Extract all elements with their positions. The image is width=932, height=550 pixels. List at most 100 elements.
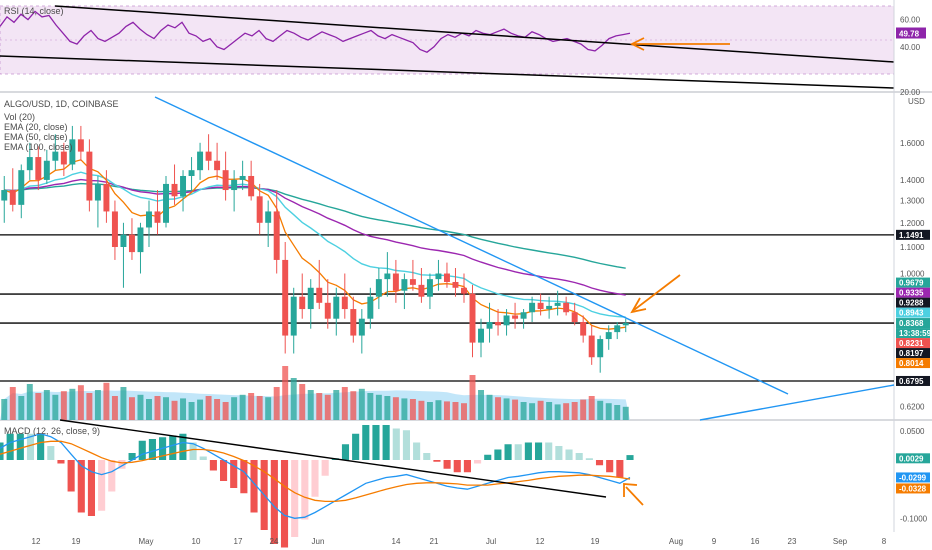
- volume-bar: [452, 402, 459, 420]
- candle: [358, 309, 365, 354]
- volume-bar: [316, 393, 323, 420]
- price-tag: 0.8231: [896, 338, 930, 349]
- candle: [461, 273, 467, 303]
- macd-hist-bar: [230, 460, 238, 488]
- price-tag: 0.9679: [896, 277, 930, 288]
- macd-hist-bar: [138, 440, 146, 460]
- macd-hist-bar: [423, 453, 431, 460]
- volume-bar: [520, 402, 527, 420]
- macd-hist-bar: [504, 444, 512, 460]
- volume-bar: [43, 390, 50, 420]
- volume-bar: [299, 384, 306, 420]
- candle: [163, 175, 169, 228]
- price-tag: 0.9288: [896, 297, 930, 308]
- macd-hist-bar: [250, 460, 258, 513]
- macd-hist-bar: [189, 442, 197, 460]
- macd-hist-bar: [16, 433, 24, 460]
- candle: [452, 267, 459, 297]
- price-panel[interactable]: ALGO/USD, 1D, COINBASE Vol (20)EMA (20, …: [0, 96, 895, 421]
- macd-trendline[interactable]: [59, 419, 607, 498]
- candle: [537, 293, 544, 316]
- rsi-value-tag: 49.78: [896, 27, 926, 39]
- svg-text:1.1491: 1.1491: [899, 231, 924, 240]
- rsi-panel[interactable]: RSI (14, close): [0, 5, 895, 89]
- volume-bar: [18, 396, 25, 420]
- candle: [120, 222, 127, 288]
- macd-hist-bar: [352, 433, 360, 460]
- candle: [350, 296, 357, 343]
- candle: [597, 335, 604, 373]
- volume-bar: [239, 394, 246, 420]
- volume-bar: [333, 390, 340, 420]
- volume-bar: [290, 378, 297, 420]
- legend-entry: EMA (100, close): [4, 142, 73, 152]
- macd-value-tag: -0.0299: [896, 472, 930, 483]
- candle: [43, 149, 50, 184]
- candle: [239, 160, 246, 191]
- time-tick-label: 19: [591, 537, 600, 546]
- ema-cyan-line: [4, 171, 626, 318]
- volume-bar: [418, 400, 425, 420]
- price-tag: 13:38:59: [896, 328, 932, 339]
- volume-bar: [588, 396, 595, 420]
- macd-value-tag: -0.0328: [896, 483, 930, 494]
- volume-bar: [9, 387, 16, 420]
- macd-hist-bar: [98, 460, 106, 511]
- volume-bar: [537, 400, 544, 420]
- candle: [146, 200, 152, 247]
- volume-bar: [69, 388, 76, 420]
- svg-text:0.8197: 0.8197: [899, 349, 924, 358]
- indicator-legend: Vol (20)EMA (20, close)EMA (50, close)EM…: [4, 112, 73, 152]
- macd-hist-bar: [311, 460, 319, 497]
- price-arrow: [630, 274, 681, 314]
- time-axis[interactable]: 12 19 May 10 17 24 Jun 14 21 Jul 12 19 Aug 9 16 23 Sep 8: [32, 537, 887, 546]
- macd-hist-bar: [6, 433, 14, 460]
- price-uptrend-line[interactable]: [699, 384, 895, 421]
- svg-text:0.8368: 0.8368: [899, 319, 924, 328]
- candle: [290, 287, 297, 354]
- volume-bar: [231, 397, 238, 420]
- macd-hist-bar: [270, 460, 278, 544]
- volume-bar: [529, 403, 536, 420]
- volume-bar: [248, 393, 255, 420]
- macd-line: [0, 433, 631, 519]
- time-tick-label: 12: [536, 537, 545, 546]
- candle: [137, 222, 144, 274]
- svg-text:0.8943: 0.8943: [899, 309, 924, 318]
- svg-text:0.9288: 0.9288: [899, 299, 924, 308]
- macd-hist-bar: [585, 458, 593, 460]
- macd-hist-bar: [453, 460, 461, 473]
- volume-bar: [461, 403, 467, 420]
- candle: [469, 284, 476, 358]
- volume-bar: [137, 394, 144, 420]
- volume-bar: [409, 399, 416, 420]
- candle: [197, 142, 204, 180]
- candle: [435, 259, 442, 291]
- candle: [529, 296, 536, 322]
- macd-hist-bar: [545, 442, 553, 460]
- price-tag: 0.8014: [896, 358, 930, 369]
- candle: [103, 170, 110, 223]
- volume-bar: [103, 382, 110, 420]
- price-downtrend-line[interactable]: [154, 96, 789, 395]
- macd-hist-bar: [128, 453, 136, 460]
- volume-bar: [180, 398, 187, 420]
- macd-hist-bar: [484, 454, 492, 460]
- candle: [128, 218, 135, 260]
- macd-panel[interactable]: MACD (12, 26, close, 9): [0, 419, 644, 548]
- volume-bar: [86, 393, 93, 420]
- macd-hist-bar: [555, 446, 563, 460]
- legend-entry: EMA (20, close): [4, 122, 68, 132]
- volume-bar: [554, 404, 561, 420]
- rsi-title: RSI (14, close): [4, 6, 64, 16]
- candle: [69, 125, 76, 171]
- volume-bar: [486, 394, 493, 420]
- macd-hist-bar: [474, 460, 482, 464]
- rsi-lower-trendline: [0, 55, 895, 89]
- time-tick-label: 8: [882, 537, 887, 546]
- macd-hist-bar: [118, 460, 126, 469]
- candle: [231, 170, 238, 212]
- macd-tick-label: 0.0500: [900, 427, 925, 436]
- volume-bar: [120, 387, 127, 420]
- price-axis[interactable]: 60.00 40.00 20.00 49.78 USD 1.6000 1.4000 1.300…: [896, 16, 932, 524]
